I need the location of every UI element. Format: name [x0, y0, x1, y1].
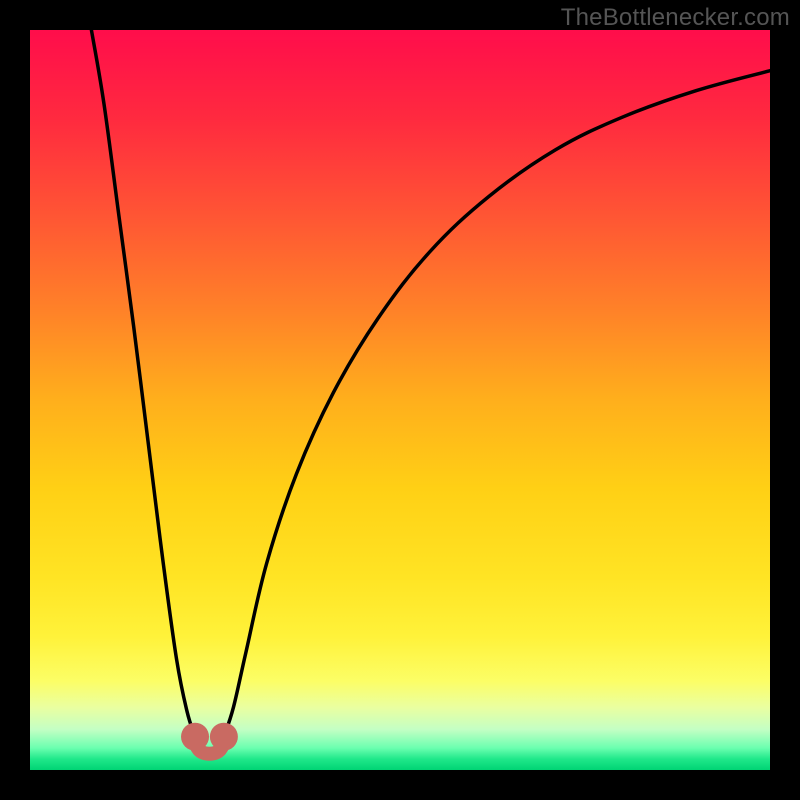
- min-marker-0: [181, 723, 209, 751]
- chart-container: TheBottlenecker.com: [0, 0, 800, 800]
- watermark-text: TheBottlenecker.com: [561, 4, 790, 32]
- bottleneck-chart: [0, 0, 800, 800]
- plot-background: [30, 30, 770, 770]
- min-marker-1: [210, 723, 238, 751]
